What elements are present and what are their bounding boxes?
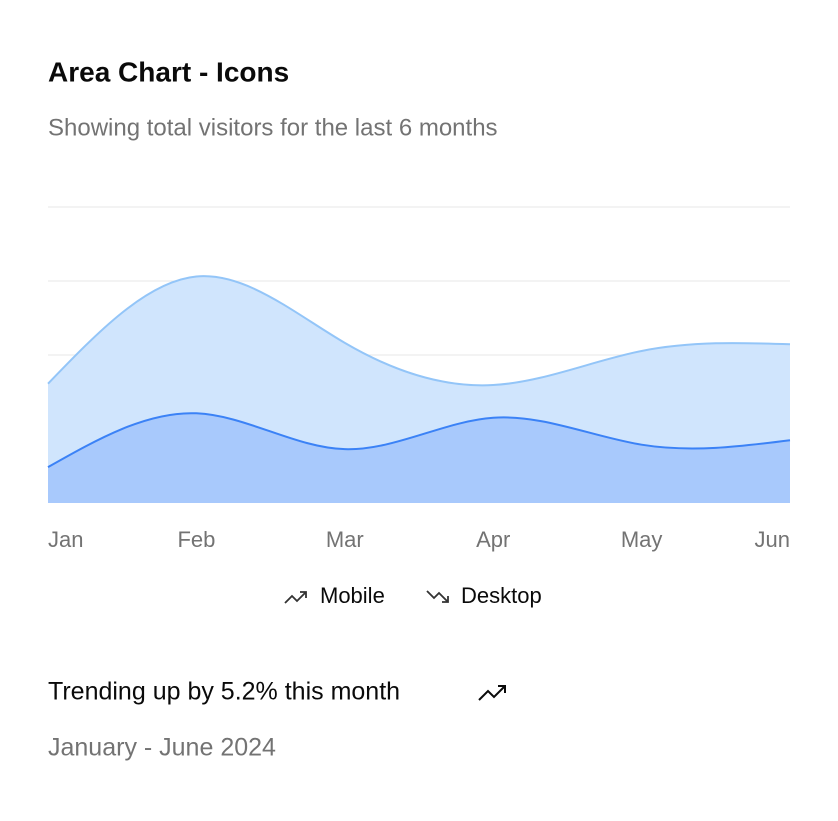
x-tick-label: May xyxy=(621,527,663,552)
x-tick-label: Jan xyxy=(48,527,83,552)
area-line xyxy=(47,412,791,468)
legend-label: Desktop xyxy=(461,583,542,608)
chart-subtitle: Showing total visitors for the last 6 mo… xyxy=(48,114,498,141)
legend-icon xyxy=(426,590,449,603)
x-tick-label: Mar xyxy=(326,527,364,552)
legend-label: Mobile xyxy=(320,583,385,608)
area-line xyxy=(47,275,791,387)
chart-title: Area Chart - Icons xyxy=(48,56,289,87)
trend-icon xyxy=(478,685,506,701)
x-tick-label: Jun xyxy=(755,527,790,552)
footer-note: January - June 2024 xyxy=(48,734,276,762)
area xyxy=(48,413,790,503)
x-tick-label: Feb xyxy=(177,527,215,552)
x-tick-label: Apr xyxy=(476,527,510,552)
legend-icon xyxy=(284,591,307,604)
footer-headline: Trending up by 5.2% this month xyxy=(48,678,400,706)
